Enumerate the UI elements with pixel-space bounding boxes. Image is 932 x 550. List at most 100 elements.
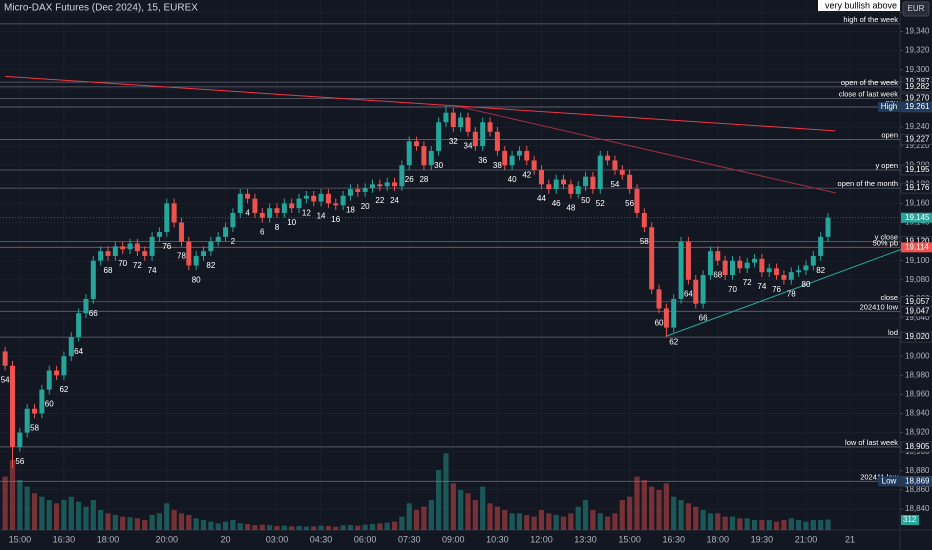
tag-box xyxy=(878,101,900,112)
level-label: 202410 low xyxy=(860,302,899,311)
volume-bar xyxy=(355,525,361,530)
candle-body xyxy=(171,203,177,223)
level-label: high of the week xyxy=(843,15,898,24)
candle-body xyxy=(729,260,735,276)
candle-body xyxy=(178,222,184,242)
volume-bar xyxy=(222,521,229,530)
candle-body xyxy=(46,370,52,390)
bar-count-label: 24 xyxy=(390,196,399,205)
volume-bar xyxy=(715,513,721,530)
level-label: low of last week xyxy=(845,438,898,447)
candle-body xyxy=(311,195,317,202)
x-tick-label: 12:00 xyxy=(530,534,553,544)
bar-count-label: 82 xyxy=(816,266,825,275)
candle-body xyxy=(259,212,265,218)
volume-bar xyxy=(671,496,677,530)
bar-count-label: 80 xyxy=(192,275,201,284)
price-tag xyxy=(901,242,932,253)
price-tag-label: 19,261 xyxy=(905,102,930,111)
bar-count-label: 4 xyxy=(245,209,250,218)
candle-body xyxy=(340,195,346,206)
y-tick-label: 19,320 xyxy=(905,46,930,55)
volume-bar xyxy=(237,523,243,530)
bar-count-label: 70 xyxy=(118,259,127,268)
bar-count-label: 76 xyxy=(772,285,781,294)
bar-count-label: 74 xyxy=(148,266,157,275)
candle-body xyxy=(355,189,361,192)
price-tag-label: 19,270 xyxy=(905,93,930,102)
candle-body xyxy=(487,122,493,132)
volume-bar xyxy=(582,500,589,530)
bar-count-label: 6 xyxy=(260,228,265,237)
price-tag-label: 19,195 xyxy=(905,165,930,174)
axis-layer: 18,84018,86018,88018,90018,92018,94018,9… xyxy=(9,8,932,544)
volume-bar xyxy=(274,526,280,530)
candle-body xyxy=(105,251,111,256)
candle-body xyxy=(663,308,669,328)
candle-body xyxy=(656,289,662,309)
x-tick-label: 03:00 xyxy=(266,534,289,544)
candle-body xyxy=(516,150,522,156)
volume-bar xyxy=(46,500,52,530)
candle-body xyxy=(208,241,214,252)
candle-body xyxy=(215,236,221,242)
trendline xyxy=(460,106,836,194)
candle-body xyxy=(619,169,625,175)
candle-body xyxy=(575,186,581,194)
currency[interactable]: EUR xyxy=(908,4,925,13)
tag-label: Low xyxy=(882,476,897,485)
volume-bar xyxy=(487,503,493,530)
volume-bar xyxy=(737,518,743,530)
x-tick-label: 15:00 xyxy=(9,534,32,544)
volume-bar xyxy=(516,513,523,530)
trendline xyxy=(5,75,836,132)
x-tick-label: 06:00 xyxy=(354,534,377,544)
volume-bar xyxy=(590,510,596,530)
volume-bar xyxy=(296,526,302,530)
volume-bar xyxy=(472,500,478,530)
volume-bar xyxy=(200,520,207,530)
bar-count-label: 16 xyxy=(331,215,340,224)
candle-body xyxy=(634,189,640,213)
x-tick-label: 20 xyxy=(221,534,231,544)
level-label: open xyxy=(881,130,898,139)
candle-body xyxy=(752,258,758,263)
volume-bar xyxy=(208,521,214,530)
x-tick-label: 21 xyxy=(845,534,855,544)
volume-bar xyxy=(252,525,258,530)
bar-count-label: 50 xyxy=(581,196,590,205)
candle-body xyxy=(494,131,500,151)
candle-body xyxy=(149,236,155,256)
volume-bar xyxy=(120,516,126,530)
candle-body xyxy=(289,203,295,209)
candle-body xyxy=(612,160,618,170)
volume-bar xyxy=(362,524,368,530)
y-tick-label: 18,960 xyxy=(905,390,930,399)
x-tick-label: 07:30 xyxy=(398,534,421,544)
candle-body xyxy=(465,117,471,132)
x-tick-label: 20:00 xyxy=(156,534,179,544)
currency-box[interactable] xyxy=(902,1,930,17)
bar-count-label: 58 xyxy=(30,423,39,432)
bar-count-label: 66 xyxy=(699,314,708,323)
price-tag xyxy=(900,101,932,113)
price-tag-label: 19,057 xyxy=(905,297,930,306)
volume-bar xyxy=(24,486,30,530)
bar-count-label: 76 xyxy=(162,242,171,251)
volume-bar xyxy=(531,516,537,530)
candle-body xyxy=(671,298,677,328)
bar-count-label: 68 xyxy=(104,266,113,275)
x-tick-label: 18:00 xyxy=(707,534,730,544)
volume-bar xyxy=(112,515,118,530)
price-tag-label: 19,120 xyxy=(905,237,930,246)
volume-bar xyxy=(9,460,16,530)
x-tick-label: 16:30 xyxy=(662,534,685,544)
y-tick-label: 19,340 xyxy=(905,27,930,36)
price-tag xyxy=(900,164,932,176)
candle-body xyxy=(480,122,486,147)
volume-bar xyxy=(641,480,647,530)
volume-bar xyxy=(575,506,581,530)
candle-body xyxy=(707,251,713,276)
candle-body xyxy=(333,203,339,206)
